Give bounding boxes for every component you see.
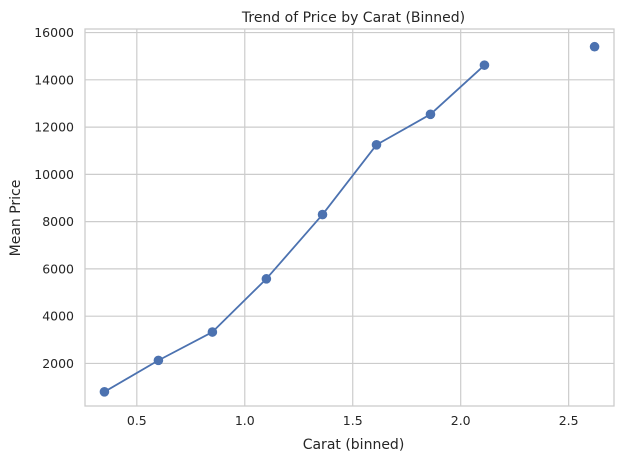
data-point [261, 274, 272, 284]
data-point [99, 387, 110, 397]
plot-border [84, 28, 615, 407]
x-tick-label: 1.0 [235, 413, 255, 428]
data-point [153, 355, 164, 366]
data-point [371, 140, 382, 150]
x-tick-label: 2.0 [451, 413, 471, 428]
data-point [317, 209, 328, 220]
y-tick-label: 8000 [42, 214, 74, 229]
y-tick-label: 12000 [34, 120, 74, 135]
y-tick-label: 16000 [34, 25, 74, 40]
chart-title: Trend of Price by Carat (Binned) [241, 10, 465, 26]
x-tick-label: 1.5 [343, 413, 363, 428]
y-axis-label: Mean Price [8, 180, 24, 257]
data-point [425, 109, 436, 120]
series-layer [99, 41, 600, 397]
gridlines [85, 29, 614, 406]
axes-frame [84, 28, 615, 407]
plot-background [85, 29, 614, 406]
tick-layer: 0.5 1.0 1.5 2.0 2.5 2000 4000 6000 8000 10000 1200… [34, 25, 578, 428]
x-tick-label: 2.5 [559, 413, 579, 428]
y-tick-label: 2000 [42, 356, 74, 371]
series-line-segment [103, 64, 486, 393]
y-tick-label: 4000 [42, 309, 74, 324]
y-tick-label: 10000 [34, 167, 74, 182]
data-point [589, 41, 600, 52]
y-tick-label: 14000 [34, 72, 74, 87]
x-tick-label: 0.5 [127, 413, 147, 428]
plot-area [85, 29, 614, 406]
y-tick-label: 6000 [42, 261, 74, 276]
data-point [207, 327, 218, 337]
x-axis-label: Carat (binned) [303, 437, 405, 453]
data-point [479, 60, 490, 70]
